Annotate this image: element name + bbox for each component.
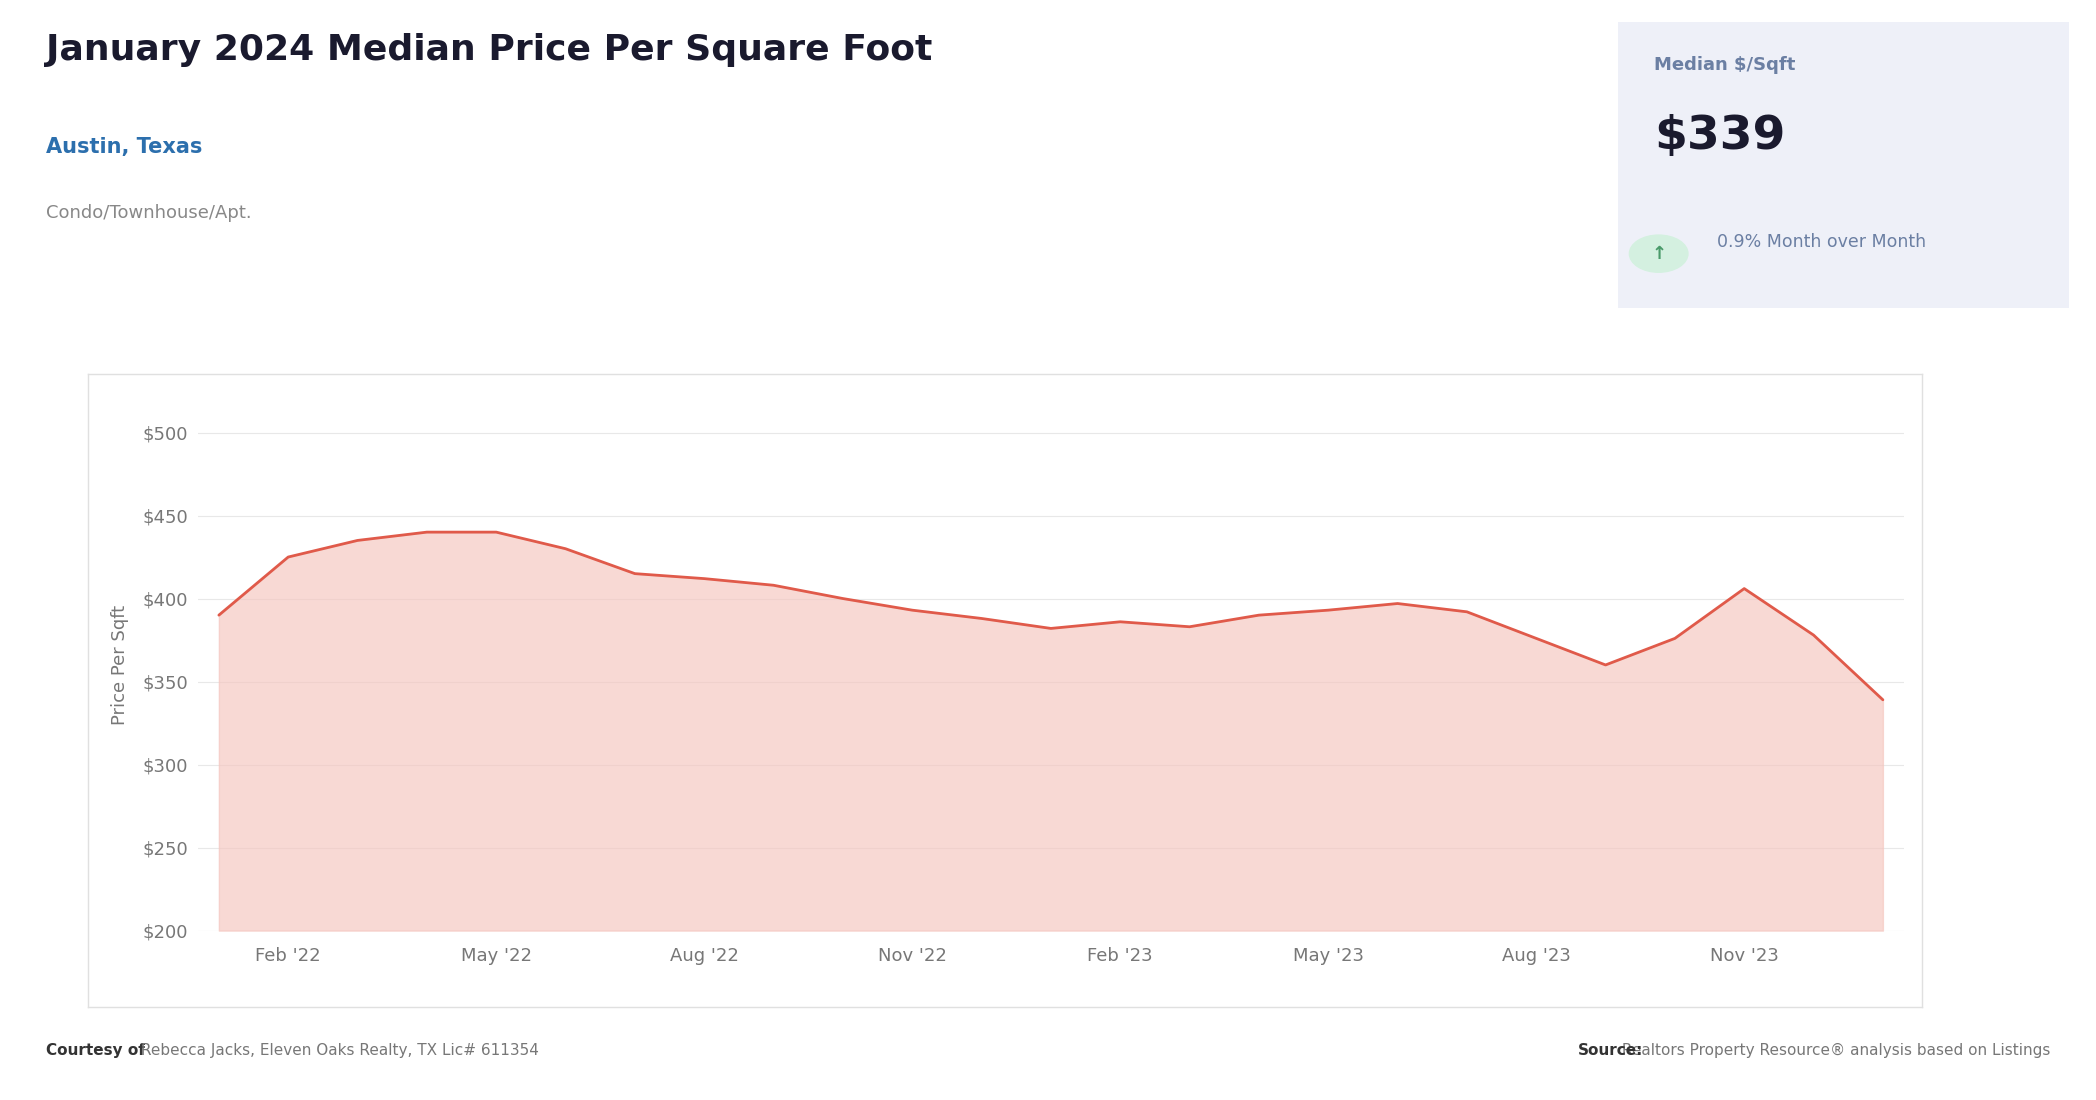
- Text: Realtors Property Resource® analysis based on Listings: Realtors Property Resource® analysis bas…: [1616, 1043, 2050, 1058]
- Circle shape: [1629, 235, 1687, 273]
- Text: Austin, Texas: Austin, Texas: [46, 138, 203, 157]
- Text: ↑: ↑: [1652, 244, 1666, 263]
- Text: January 2024 Median Price Per Square Foot: January 2024 Median Price Per Square Foo…: [46, 33, 933, 67]
- Text: Condo/Townhouse/Apt.: Condo/Townhouse/Apt.: [46, 204, 252, 221]
- Text: $339: $339: [1654, 113, 1786, 158]
- Text: Median $/Sqft: Median $/Sqft: [1654, 56, 1796, 75]
- Text: Courtesy of: Courtesy of: [46, 1043, 145, 1058]
- Y-axis label: Price Per Sqft: Price Per Sqft: [111, 605, 128, 725]
- Text: Source:: Source:: [1578, 1043, 1643, 1058]
- Text: 0.9% Month over Month: 0.9% Month over Month: [1717, 233, 1926, 251]
- Text: Rebecca Jacks, Eleven Oaks Realty, TX Lic# 611354: Rebecca Jacks, Eleven Oaks Realty, TX Li…: [136, 1043, 539, 1058]
